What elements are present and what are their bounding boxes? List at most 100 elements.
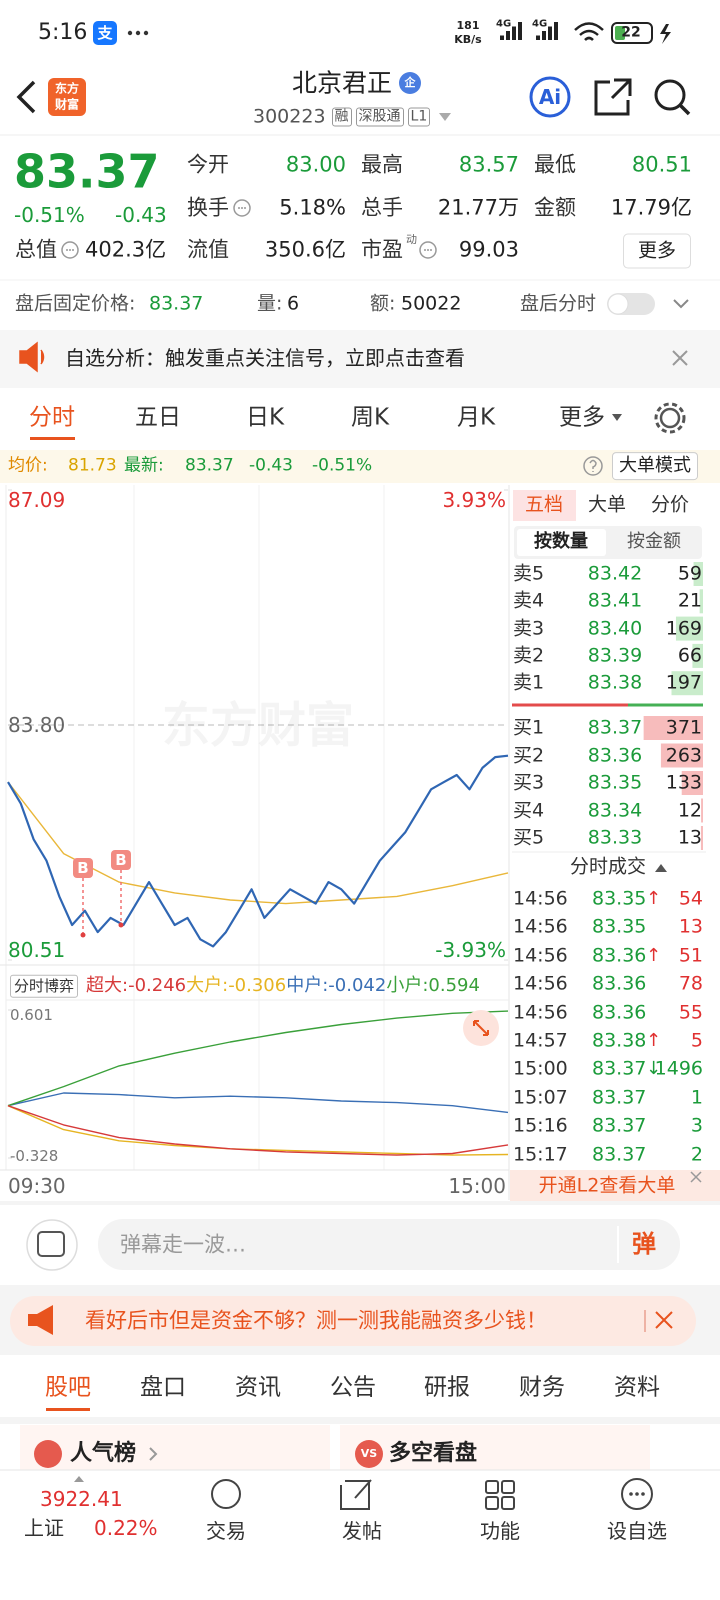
trade-direction: ↑ [646,1030,662,1052]
chart-tab[interactable]: 分时 [29,404,75,431]
nav-icon-dot [629,1492,633,1496]
flow-legend: 超大: -0.246 大户: -0.306 中户: -0.042 小户: 0.594 [86,976,480,996]
x-tick-label: 09:30 [8,1174,66,1198]
book-tab[interactable]: 分价 [650,493,690,516]
chart-tab[interactable]: 月K [456,404,496,431]
info-bar [0,450,720,483]
book-tab[interactable]: 五档 [524,493,564,516]
help-icon-glyph [589,459,597,472]
section-tab[interactable]: 公告 [330,1374,376,1401]
notice-text[interactable]: 自选分析：触发重点关注信号，立即点击查看 [65,346,465,370]
section-tab[interactable]: 资料 [614,1374,660,1401]
section-tab[interactable]: 资讯 [235,1374,281,1401]
collapse-arrow[interactable] [655,864,667,872]
legend-value: -0.306 [228,975,287,997]
trade-volume: 13 [678,915,703,938]
book-level: 买5 [513,826,545,849]
chart-tab[interactable]: 日K [245,404,285,431]
info-icon[interactable] [233,199,251,217]
big-order-mode-button[interactable]: 大单模式 [612,452,698,480]
info-icon-dot [69,249,71,251]
book-price: 83.42 [587,562,643,585]
book-volume: 169 [665,617,702,640]
share-button[interactable] [594,78,632,116]
dropdown-arrow[interactable] [439,113,451,121]
section-tab[interactable]: 股吧 [45,1374,91,1401]
back-button[interactable] [16,80,36,114]
tab-dropdown-arrow [612,414,622,421]
nav-item[interactable]: 交易 [206,1519,246,1543]
close-notice[interactable] [672,350,688,366]
book-subtab[interactable]: 按数量 [534,531,588,553]
card-title[interactable]: 人气榜 [70,1440,137,1466]
trade-price: 83.36 [592,972,647,995]
info-icon[interactable] [61,241,79,259]
legend-name: 大户: [186,975,229,997]
chart-tab[interactable]: 更多 [559,404,605,431]
field-label: 换手 [187,195,229,220]
comment-placeholder[interactable]: 弹幕走一波… [120,1232,246,1257]
info-icon[interactable] [419,241,437,259]
close-l2[interactable] [690,1171,702,1183]
search-button[interactable] [654,79,686,111]
nav-item[interactable]: 发帖 [342,1519,382,1543]
trades-title: 分时成交 [569,855,647,878]
series-line [7,1010,509,1107]
ai-button-text[interactable]: Ai [538,85,562,109]
book-subtab[interactable]: 按金额 [627,531,681,553]
book-volume: 21 [677,589,702,612]
index-percent[interactable]: 0.22% [94,1516,158,1540]
badge-text: 企 [404,75,416,89]
volume-bar [692,643,703,668]
danmaku-button[interactable]: 弹 [632,1229,656,1258]
comment-toggle[interactable] [26,1219,78,1271]
more-button[interactable]: 更多 [622,233,692,269]
nav-icon [211,1479,241,1509]
info-icon-dot [430,249,432,251]
chart-tab[interactable]: 周K [350,404,390,431]
expand-chevron[interactable] [673,299,689,309]
chart-tab[interactable]: 五日 [135,404,181,431]
trade-volume: 54 [678,887,703,910]
card[interactable] [20,1425,330,1475]
signal-dot [80,932,86,938]
section-tab[interactable]: 盘口 [140,1374,186,1401]
book-tab[interactable]: 大单 [587,493,627,516]
stock-tag: 融 [331,107,352,127]
book-volume: 59 [677,562,702,585]
signal-badge [111,850,131,870]
card-title[interactable]: 多空看盘 [389,1440,478,1466]
nav-item[interactable]: 功能 [480,1519,520,1543]
field-value: 99.03 [458,237,519,262]
nav-item[interactable]: 设自选 [607,1519,667,1543]
field-label: 总值 [15,237,57,262]
signal-bar [518,22,522,40]
help-icon[interactable] [583,456,603,476]
field-label: 最低 [534,152,576,177]
book-volume: 197 [665,671,702,694]
trade-direction: ↑ [646,888,662,910]
index-up-arrow [74,1476,84,1482]
settings-button[interactable] [659,407,681,429]
ad-banner[interactable] [10,1296,696,1346]
last-label: 最新: [124,455,164,476]
field-label: 总手 [361,195,403,220]
section-tab[interactable]: 财务 [519,1374,565,1401]
card[interactable] [340,1425,650,1475]
ai-button[interactable] [529,76,571,118]
ad-megaphone [28,1305,53,1335]
l2-banner-text[interactable]: 开通L2查看大单 [538,1174,676,1197]
y-tick-label: 80.51 [8,938,66,962]
index-value[interactable]: 3922.41 [40,1487,123,1511]
index-name[interactable]: 上证 [24,1516,64,1540]
section-tab[interactable]: 研报 [424,1374,470,1401]
volume-bar [701,798,703,823]
field-value: 80.51 [631,152,692,177]
ad-text[interactable]: 看好后市但是资金不够？测一测我能融资多少钱！ [85,1308,547,1333]
close-ad[interactable] [655,1311,673,1329]
more-dots [127,30,133,36]
l2-banner [510,1170,720,1201]
signal-badge-text: B [115,850,127,869]
comment-input[interactable] [98,1219,680,1270]
